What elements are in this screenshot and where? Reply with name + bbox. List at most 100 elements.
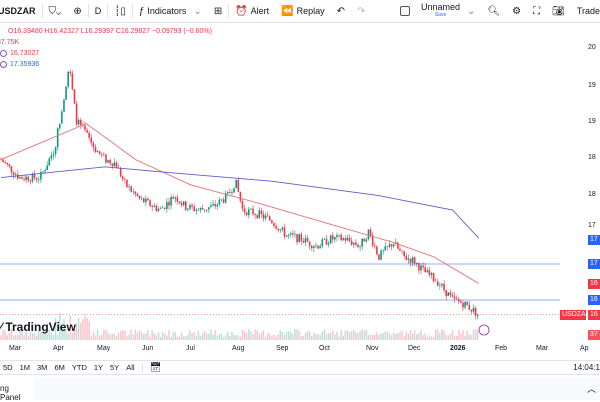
candle-body [107, 160, 109, 163]
candle-body [392, 244, 395, 247]
price-tag: 16 [588, 295, 600, 305]
candle-body [90, 137, 93, 144]
redo-button[interactable]: ↷ [351, 0, 371, 23]
volume-bar [159, 336, 162, 340]
chevron-down-icon: ⌄ [467, 5, 476, 17]
candle-body [247, 209, 250, 216]
candle-body [285, 235, 288, 237]
volume-bar [115, 335, 118, 340]
volume-bar [411, 333, 414, 340]
quick-search-button[interactable]: 🔍︎ [481, 0, 506, 23]
range-button-3m[interactable]: 3M [37, 363, 48, 372]
time-label: Sep [276, 345, 289, 352]
price-chart[interactable] [0, 23, 600, 358]
layout-button[interactable]: Unnamed Save ⌄ [394, 0, 481, 23]
settings-button[interactable]: ⚙ [506, 0, 527, 23]
volume-bar [472, 329, 475, 340]
redo-icon: ↷ [357, 5, 366, 17]
interval-button[interactable]: D [89, 0, 108, 23]
range-button-ytd[interactable]: YTD [71, 363, 87, 372]
volume-bar [420, 330, 422, 340]
volume-bar [40, 331, 42, 340]
candle-body [245, 212, 248, 216]
volume-bar [386, 331, 389, 340]
indicators-button[interactable]: ƒ Indicators ⌄ [133, 0, 208, 23]
volume-bar [90, 336, 92, 340]
volume-bar [361, 329, 363, 340]
price-tag: 16 [588, 279, 600, 289]
candle-body [378, 254, 380, 260]
candle-body [12, 172, 15, 175]
volume-bar [323, 329, 326, 340]
candle-body [321, 239, 324, 247]
candle-body [180, 202, 183, 206]
volume-bar [195, 336, 197, 340]
candle-body [42, 171, 44, 173]
candle-body [163, 207, 166, 209]
candle-body [466, 301, 468, 306]
range-button-6m[interactable]: 6M [54, 363, 65, 372]
volume-bar [23, 335, 25, 340]
volume-bar [229, 335, 231, 340]
candle-body [27, 176, 30, 181]
add-symbol-button[interactable]: ⊕ [67, 0, 87, 23]
candle-body [195, 209, 198, 211]
range-button-1m[interactable]: 1M [19, 363, 31, 372]
volume-bar [27, 336, 29, 340]
time-label: Apr [53, 345, 64, 352]
trading-panel-tab[interactable]: ng Panel [0, 378, 34, 402]
volume-bar [210, 329, 212, 340]
undo-button[interactable]: ↶ [331, 0, 351, 23]
indicator-icon [0, 61, 7, 68]
candle-body [237, 179, 240, 192]
candle-body [128, 186, 130, 188]
candle-body [313, 246, 315, 249]
volume-bar [44, 331, 46, 340]
volume-bar [476, 329, 479, 340]
range-button-5y[interactable]: 5Y [110, 363, 120, 372]
candle-body [434, 281, 437, 282]
volume-bar [0, 335, 2, 340]
volume-bar [149, 336, 151, 340]
volume-bar [317, 333, 319, 340]
compare-button[interactable]: ⛉⌄ [43, 0, 68, 23]
calendar-icon[interactable]: 📅︎ [149, 362, 162, 372]
time-label: Aug [232, 345, 245, 352]
volume-bar [132, 334, 134, 340]
chart-type-button[interactable]: ┆▯ [108, 0, 132, 23]
volume-bar [344, 330, 347, 340]
candle-body [432, 273, 435, 282]
range-button-1y[interactable]: 1Y [93, 363, 104, 372]
volume-bar [256, 330, 258, 340]
volume-bar [107, 333, 109, 340]
symbol-search[interactable]: USDZAR [0, 0, 42, 23]
chevron-up-icon[interactable]: ︿ [586, 384, 596, 394]
volume-bar [271, 335, 273, 340]
templates-button[interactable]: ⊞ [208, 0, 228, 23]
volume-bar [65, 330, 67, 340]
trade-button[interactable]: Trade [571, 0, 600, 23]
candle-body [142, 198, 145, 203]
candle-body [21, 177, 23, 179]
time-label: Feb [495, 345, 508, 352]
candle-body [338, 235, 340, 236]
volume-bar [50, 333, 53, 340]
candle-body [306, 238, 309, 242]
divider [141, 362, 143, 373]
volume-bar [101, 334, 103, 340]
range-button-all[interactable]: All [126, 363, 135, 372]
candle-body [325, 238, 328, 245]
volume-bar [409, 330, 412, 340]
snapshot-button[interactable]: 📷︎ [546, 0, 571, 23]
volume-bar [325, 333, 328, 340]
divider [41, 4, 43, 18]
candle-body [229, 192, 231, 194]
volume-bar [201, 333, 204, 340]
candle-body [298, 234, 300, 243]
candle-body [79, 119, 82, 126]
candle-body [176, 197, 179, 202]
fullscreen-button[interactable]: ⛶ [527, 0, 546, 23]
range-button-5d[interactable]: 5D [3, 363, 13, 372]
alert-button[interactable]: ⏰ Alert [229, 0, 275, 23]
replay-button[interactable]: ⏪ Replay [275, 0, 330, 23]
